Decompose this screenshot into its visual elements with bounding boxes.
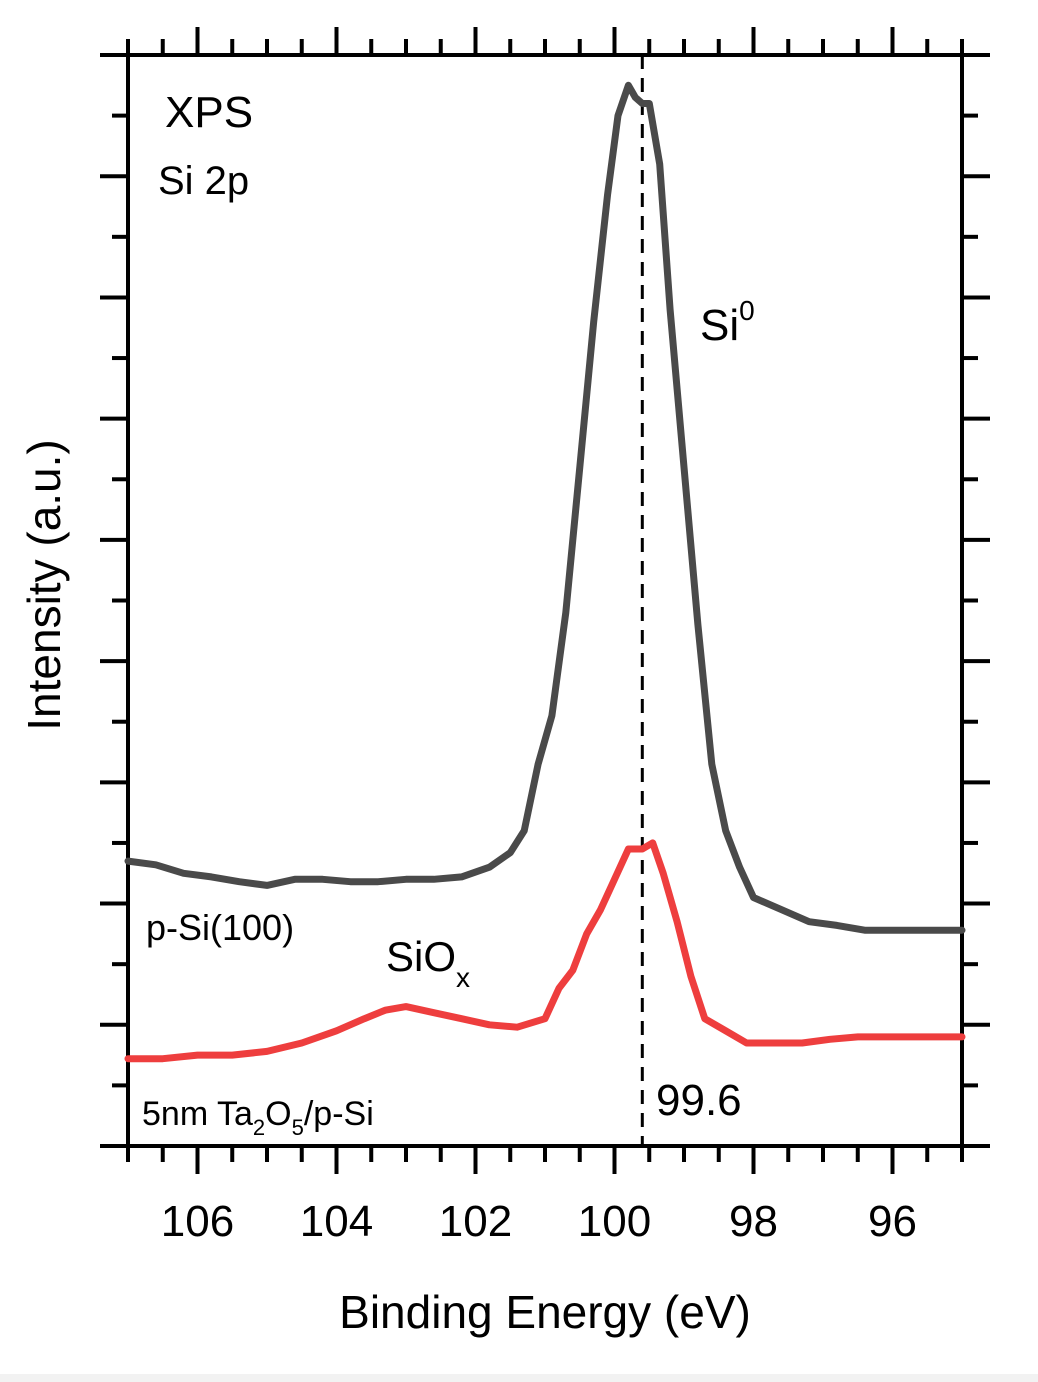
annotation-si0: Si0 <box>700 295 755 350</box>
reference-line-label: 99.6 <box>656 1076 742 1125</box>
annotation-xps: XPS <box>165 88 253 137</box>
series-line-ta2o5 <box>124 839 966 1063</box>
annotation-ta2o5: 5nm Ta2O5/p-Si <box>142 1095 374 1140</box>
x-tick-label: 104 <box>300 1197 373 1246</box>
x-tick-label: 106 <box>161 1197 234 1246</box>
annotation-p-si: p-Si(100) <box>146 907 294 948</box>
annotation-si-2p: Si 2p <box>158 159 249 203</box>
x-tick-label: 100 <box>578 1197 651 1246</box>
x-axis-title: Binding Energy (eV) <box>339 1286 751 1338</box>
x-tick-labels: 106 104 102 100 98 96 <box>161 1197 917 1246</box>
series-line-p-si <box>124 81 966 934</box>
axis-ticks <box>100 27 990 1174</box>
x-tick-label: 102 <box>439 1197 512 1246</box>
y-axis-title: Intensity (a.u.) <box>18 439 70 730</box>
x-tick-label: 98 <box>729 1197 778 1246</box>
annotation-siox: SiOx <box>386 933 470 993</box>
bottom-strip <box>0 1374 1038 1382</box>
plot-frame <box>126 53 964 1148</box>
x-tick-label: 96 <box>868 1197 917 1246</box>
